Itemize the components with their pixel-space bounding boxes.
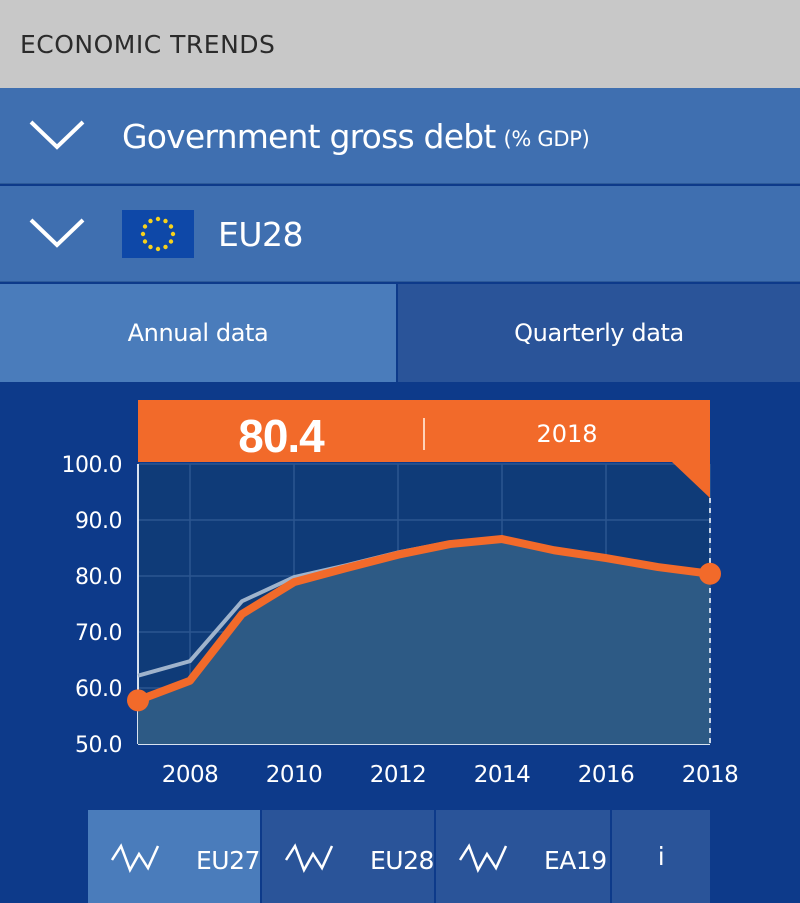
flag-star — [170, 231, 176, 237]
y-tick-label: 90.0 — [75, 509, 122, 534]
y-tick-label: 50.0 — [75, 733, 122, 758]
x-tick-label: 2018 — [682, 762, 739, 788]
flag-star — [155, 246, 161, 252]
indicator-title: Government gross debt (% GDP) — [122, 88, 590, 184]
x-tick-label: 2010 — [266, 762, 323, 788]
end-point[interactable] — [699, 562, 721, 585]
flag-star — [148, 218, 153, 224]
flag-star — [142, 224, 148, 229]
flag-star — [168, 239, 174, 244]
banner-value: 80.4 — [238, 410, 325, 462]
info-button[interactable]: i — [612, 810, 710, 903]
country-label: EU28 — [218, 214, 304, 254]
line-chart-icon — [458, 843, 508, 873]
flag-star — [148, 244, 153, 250]
app-title: ECONOMIC TRENDS — [0, 0, 800, 88]
legend-label: EU28 — [370, 846, 434, 875]
y-tick-label: 70.0 — [75, 621, 122, 646]
data-frequency-tabs: Annual data Quarterly data — [0, 284, 800, 382]
chevron-down-icon[interactable] — [28, 216, 86, 250]
x-tick-label: 2012 — [370, 762, 427, 788]
flag-star — [142, 239, 148, 244]
y-tick-label: 60.0 — [75, 677, 122, 702]
legend-item-eu28[interactable]: EU28 — [262, 810, 434, 903]
y-tick-label: 80.0 — [75, 565, 122, 590]
x-tick-label: 2008 — [162, 762, 219, 788]
flag-star — [168, 224, 174, 229]
legend: EU27 EU28 EA19 i — [88, 810, 712, 903]
indicator-name: Government gross debt — [122, 116, 496, 156]
flag-star — [163, 244, 168, 250]
indicator-selector[interactable]: Government gross debt (% GDP) — [0, 88, 800, 184]
x-tick-label: 2016 — [578, 762, 635, 788]
legend-item-eu27[interactable]: EU27 — [88, 810, 260, 903]
flag-star — [140, 231, 146, 237]
x-tick-label: 2014 — [474, 762, 531, 788]
start-point[interactable] — [127, 689, 149, 712]
flag-star — [163, 218, 168, 224]
chevron-down-icon[interactable] — [28, 118, 86, 152]
flag-star — [155, 216, 161, 222]
country-selector[interactable]: EU28 — [0, 186, 800, 282]
indicator-unit: (% GDP) — [503, 127, 590, 151]
tab-quarterly-data[interactable]: Quarterly data — [396, 284, 800, 382]
tab-annual-data[interactable]: Annual data — [0, 284, 396, 382]
line-chart-icon — [110, 843, 160, 873]
line-chart-icon — [284, 843, 334, 873]
legend-label: EU27 — [196, 846, 260, 875]
eu-flag-icon — [122, 210, 194, 258]
debt-chart: 100.0 90.0 80.0 70.0 60.0 50.0 2008 2010 2012 20… — [62, 400, 739, 788]
legend-item-ea19[interactable]: EA19 — [436, 810, 610, 903]
banner-year: 2018 — [536, 420, 597, 448]
series-line-eu28 — [136, 535, 711, 705]
legend-label: EA19 — [544, 846, 607, 875]
y-tick-label: 100.0 — [62, 453, 122, 478]
chart-area: 100.0 90.0 80.0 70.0 60.0 50.0 2008 2010 2012 20… — [0, 382, 800, 810]
